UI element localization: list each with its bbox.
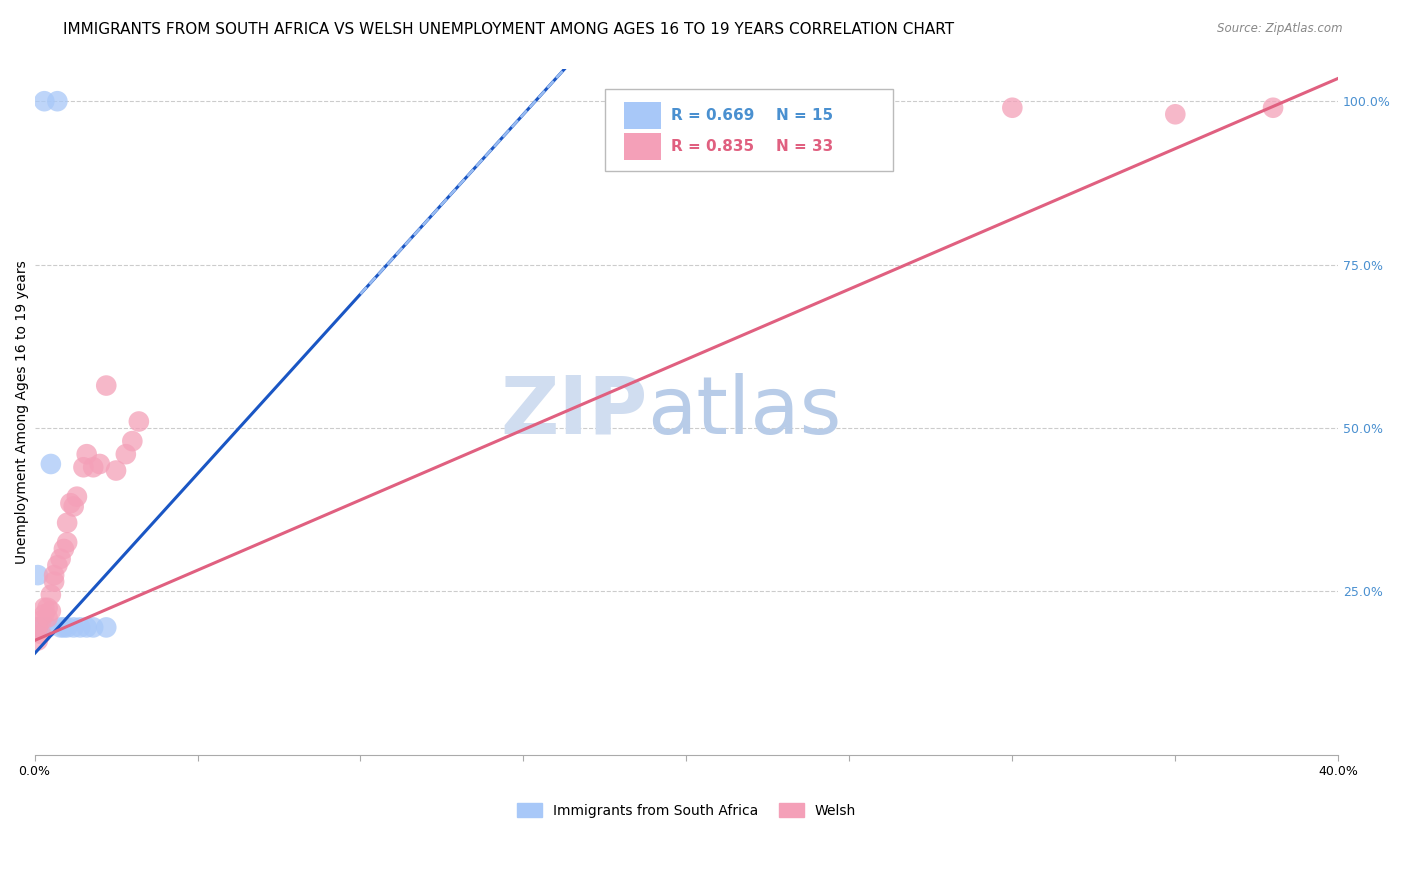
Point <box>27 633 49 648</box>
Point <box>30 627 52 641</box>
Point <box>37 610 59 624</box>
Point <box>49 551 72 566</box>
Point <box>96 378 118 392</box>
Point <box>128 415 150 429</box>
Point <box>56 516 79 530</box>
Point <box>105 463 128 477</box>
Point <box>69 620 91 634</box>
Point <box>72 460 94 475</box>
Point <box>34 94 56 108</box>
Point <box>46 94 69 108</box>
Point <box>76 620 98 634</box>
Point <box>1001 101 1024 115</box>
Point <box>30 614 52 628</box>
Point <box>62 500 84 514</box>
Point <box>56 535 79 549</box>
Point <box>37 620 59 634</box>
Point <box>82 460 104 475</box>
Point <box>34 600 56 615</box>
Point <box>82 620 104 634</box>
Text: R = 0.835: R = 0.835 <box>671 139 754 153</box>
Point <box>30 620 52 634</box>
Point <box>34 607 56 622</box>
Legend: Immigrants from South Africa, Welsh: Immigrants from South Africa, Welsh <box>510 797 862 823</box>
Point <box>59 496 82 510</box>
Point <box>27 620 49 634</box>
Point <box>62 620 84 634</box>
Point <box>39 457 62 471</box>
Point <box>52 541 75 556</box>
Point <box>89 457 111 471</box>
Point <box>66 490 89 504</box>
Point <box>96 620 118 634</box>
Point <box>1261 101 1284 115</box>
Point <box>37 600 59 615</box>
Point <box>39 604 62 618</box>
Text: Source: ZipAtlas.com: Source: ZipAtlas.com <box>1218 22 1343 36</box>
Text: N = 33: N = 33 <box>776 139 834 153</box>
Point <box>121 434 143 449</box>
Text: atlas: atlas <box>647 373 842 450</box>
Point <box>42 568 65 582</box>
Text: R = 0.669: R = 0.669 <box>671 108 754 123</box>
Point <box>46 558 69 573</box>
Text: N = 15: N = 15 <box>776 108 834 123</box>
Point <box>27 620 49 634</box>
Point <box>42 574 65 589</box>
Point <box>49 620 72 634</box>
Text: IMMIGRANTS FROM SOUTH AFRICA VS WELSH UNEMPLOYMENT AMONG AGES 16 TO 19 YEARS COR: IMMIGRANTS FROM SOUTH AFRICA VS WELSH UN… <box>63 22 955 37</box>
Text: ZIP: ZIP <box>501 373 647 450</box>
Point <box>114 447 136 461</box>
Point <box>1164 107 1187 121</box>
Y-axis label: Unemployment Among Ages 16 to 19 years: Unemployment Among Ages 16 to 19 years <box>15 260 30 564</box>
Point <box>76 447 98 461</box>
Point <box>52 620 75 634</box>
Point <box>741 94 763 108</box>
Point <box>27 568 49 582</box>
Point <box>39 588 62 602</box>
Point <box>56 620 79 634</box>
